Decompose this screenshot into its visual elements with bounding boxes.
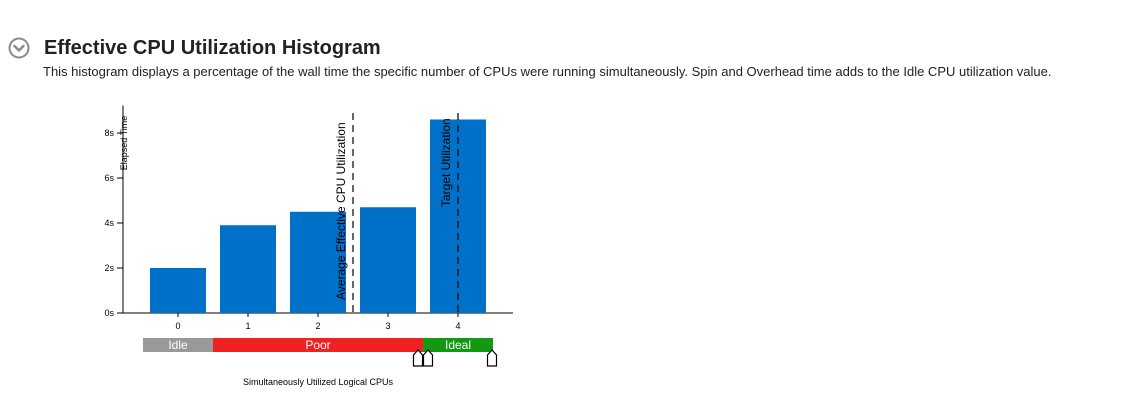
threshold-marker-handle[interactable] <box>486 349 498 367</box>
utilization-band-idle <box>143 338 213 352</box>
utilization-band-label: Idle <box>168 338 188 352</box>
x-tick-label: 3 <box>385 321 390 331</box>
reference-line-label: Average Effective CPU Utilization <box>334 122 348 300</box>
y-tick-label: 0s <box>104 308 114 318</box>
section-header: Effective CPU Utilization Histogram <box>8 36 381 60</box>
threshold-marker-handle[interactable] <box>422 349 434 367</box>
y-tick-label: 8s <box>104 128 114 138</box>
x-tick-label: 2 <box>315 321 320 331</box>
utilization-band-poor <box>213 338 423 352</box>
x-tick-label: 0 <box>175 321 180 331</box>
section-title: Effective CPU Utilization Histogram <box>44 37 381 59</box>
histogram-bar[interactable] <box>220 225 276 313</box>
utilization-band-label: Ideal <box>445 338 471 352</box>
utilization-band-ideal <box>423 338 493 352</box>
x-axis-label: Simultaneously Utilized Logical CPUs <box>243 377 394 387</box>
section-description: This histogram displays a percentage of … <box>43 64 1052 79</box>
x-tick-label: 1 <box>245 321 250 331</box>
histogram-bar[interactable] <box>150 268 206 313</box>
x-tick-label: 4 <box>455 321 460 331</box>
reference-line-label: Target Utilization <box>439 118 453 207</box>
y-tick-label: 4s <box>104 218 114 228</box>
histogram-bar[interactable] <box>360 207 416 313</box>
utilization-band-label: Poor <box>305 338 330 352</box>
y-axis-label: Elapsed Time <box>119 116 129 171</box>
histogram-bar[interactable] <box>290 211 346 313</box>
chevron-down-circle-icon[interactable] <box>8 37 30 59</box>
threshold-marker-handle[interactable] <box>412 349 424 367</box>
y-tick-label: 2s <box>104 263 114 273</box>
y-tick-label: 6s <box>104 173 114 183</box>
